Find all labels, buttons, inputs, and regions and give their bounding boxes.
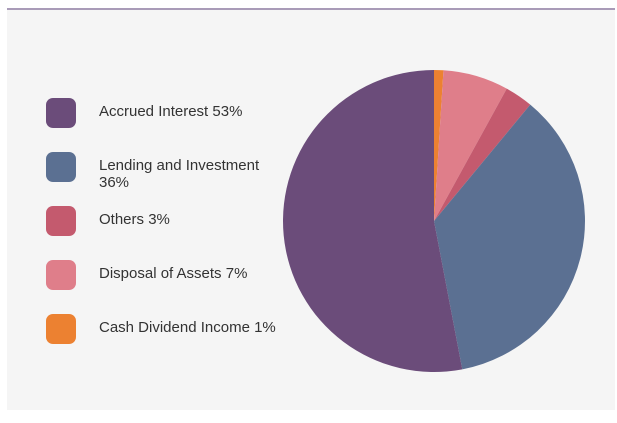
pie-slice: [282, 70, 463, 373]
pie-slice: [434, 88, 531, 221]
pie-slice: [434, 104, 585, 370]
legend-value: 1%: [254, 319, 276, 336]
legend-label: Accrued Interest 53%: [99, 103, 309, 120]
legend-swatch: [46, 314, 76, 344]
legend-name: Cash Dividend Income: [99, 319, 250, 336]
chart: [282, 70, 585, 373]
pie-slice: [434, 70, 444, 221]
legend-value: 36%: [99, 174, 130, 191]
legend-name: Accrued Interest: [99, 103, 209, 120]
legend-name: Disposal of Assets: [99, 265, 222, 282]
legend-name: Lending and Investment: [99, 157, 260, 174]
legend-value: 7%: [225, 265, 248, 282]
legend-name: Others: [99, 211, 145, 228]
legend-label: Cash Dividend Income 1%: [99, 319, 289, 336]
legend-value: 53%: [212, 103, 243, 120]
legend-swatch: [46, 98, 76, 128]
legend-swatch: [46, 206, 76, 236]
legend-swatch: [46, 152, 76, 182]
legend-swatch: [46, 260, 76, 290]
pie-slice: [434, 70, 507, 221]
legend-label: Others 3%: [99, 211, 289, 228]
chart-panel: Accrued Interest 53% Lending and Investme…: [7, 8, 615, 410]
legend-label: Disposal of Assets 7%: [99, 265, 289, 282]
legend-label: Lending and Investment 36%: [99, 157, 289, 191]
legend-value: 3%: [148, 211, 170, 228]
